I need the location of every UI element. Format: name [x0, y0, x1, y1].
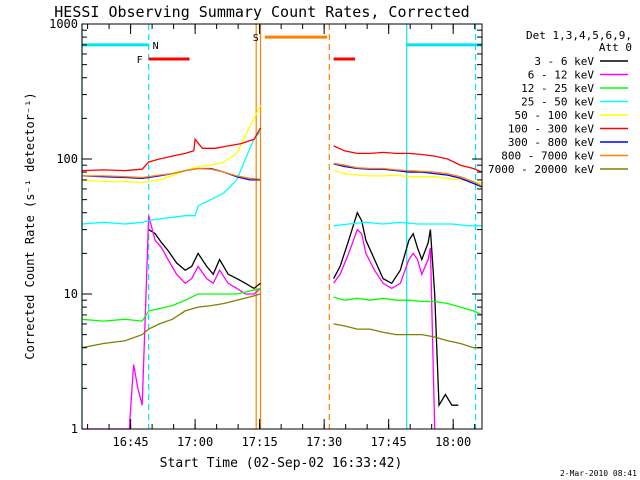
series-line-800-7000-kev: [333, 162, 483, 187]
legend-label: 50 - 100 keV: [515, 109, 595, 122]
series-line-50-100-kev: [333, 169, 483, 185]
series-line-6-12-kev: [82, 215, 261, 430]
series-line-3-6-kev: [148, 229, 261, 290]
series-line-800-7000-kev: [82, 167, 261, 180]
series-line-3-6-kev: [333, 211, 459, 408]
y-tick-label: 1: [71, 422, 78, 436]
axes-layer: 1 10 100 1000 16:45 17:00 17:15 17:30 17:45 18:00: [49, 17, 482, 449]
y-tick-label: 1000: [49, 17, 78, 31]
flag-layer: F S N: [81, 24, 482, 429]
x-axis-label: Start Time (02-Sep-02 16:33:42): [160, 456, 403, 471]
series-line-100-300-kev: [81, 127, 262, 172]
series-line-100-300-kev: [333, 145, 483, 173]
series-line-300-800-kev: [333, 163, 483, 188]
series-line-12-25-kev: [333, 296, 483, 316]
series-line-25-50-kev: [81, 130, 262, 225]
x-tick-label: 17:45: [371, 435, 407, 449]
legend-title: Det 1,3,4,5,6,9,: [526, 29, 632, 42]
flag-label: S: [253, 33, 259, 44]
x-tick-label: 17:15: [242, 435, 278, 449]
legend-label: 12 - 25 keV: [521, 82, 594, 95]
flag-label: F: [137, 55, 143, 66]
marker-label: N: [153, 41, 159, 52]
legend-label: 800 - 7000 keV: [501, 150, 594, 163]
series-line-50-100-kev: [81, 105, 262, 184]
x-tick-label: 16:45: [113, 435, 149, 449]
series-layer: [81, 105, 483, 430]
y-tick-label: 10: [64, 287, 78, 301]
legend-label: 25 - 50 keV: [521, 96, 594, 109]
legend-label: 100 - 300 keV: [508, 123, 594, 136]
y-tick-label: 100: [56, 152, 78, 166]
series-line-6-12-kev: [333, 228, 436, 430]
series-line-7000-20000-kev: [333, 323, 482, 349]
x-tick-label: 17:00: [177, 435, 213, 449]
legend-title: Att 0: [599, 41, 632, 54]
series-line-25-50-kev: [333, 221, 482, 227]
legend-label: 7000 - 20000 keV: [488, 163, 594, 176]
y-axis-label: Corrected Count Rate (s⁻¹ detector⁻¹): [23, 92, 37, 359]
date-stamp: 2-Mar-2010 08:41: [560, 469, 637, 478]
x-tick-label: 18:00: [435, 435, 471, 449]
series-line-12-25-kev: [81, 287, 261, 322]
legend-label: 6 - 12 keV: [528, 69, 595, 82]
plot-frame: [81, 23, 483, 430]
series-line-7000-20000-kev: [81, 293, 261, 349]
legend-label: 3 - 6 keV: [534, 55, 594, 68]
legend-label: 300 - 800 keV: [508, 136, 594, 149]
x-tick-label: 17:30: [306, 435, 342, 449]
chart-title: HESSI Observing Summary Count Rates, Cor…: [54, 3, 469, 21]
